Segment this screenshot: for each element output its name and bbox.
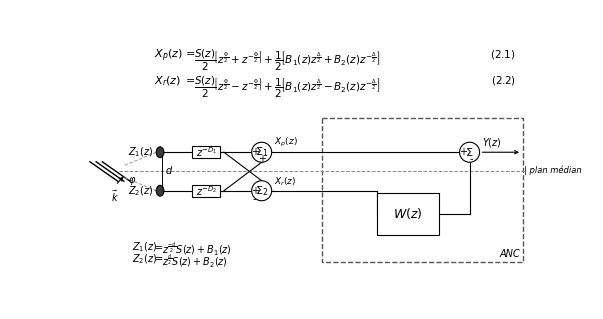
Text: +: + — [251, 186, 259, 196]
Text: $\Sigma$: $\Sigma$ — [466, 146, 474, 158]
Text: +: + — [251, 147, 259, 157]
Text: $(2.2)$: $(2.2)$ — [491, 74, 516, 87]
Text: +: + — [459, 147, 467, 157]
Text: $\dfrac{S(z)}{2}\!\left[z^{\frac{\Phi}{2}}-z^{-\frac{\Phi}{2}}\right]+\dfrac{1}{: $\dfrac{S(z)}{2}\!\left[z^{\frac{\Phi}{2… — [194, 74, 380, 100]
Text: $Z_1(z)$: $Z_1(z)$ — [128, 145, 154, 159]
Text: $\Sigma_2$: $\Sigma_2$ — [255, 184, 268, 198]
Ellipse shape — [156, 147, 164, 158]
Text: $Z_2(z)$: $Z_2(z)$ — [128, 184, 154, 197]
Bar — [377, 193, 439, 235]
Text: $\varphi$: $\varphi$ — [128, 175, 136, 187]
Text: +: + — [257, 154, 266, 164]
Text: $X_p(z)$: $X_p(z)$ — [154, 48, 183, 64]
Text: $X_r(z)$: $X_r(z)$ — [274, 175, 296, 188]
Text: $X_p(z)$: $X_p(z)$ — [274, 136, 298, 149]
Text: $(2.1)$: $(2.1)$ — [490, 48, 516, 61]
Text: $=$: $=$ — [153, 241, 164, 251]
Text: $Y(z)$: $Y(z)$ — [482, 136, 502, 149]
Text: $X_r(z)$: $X_r(z)$ — [154, 74, 181, 88]
Ellipse shape — [156, 185, 164, 196]
Circle shape — [251, 142, 272, 162]
Bar — [322, 118, 523, 262]
Text: $\vec{k}$: $\vec{k}$ — [112, 189, 119, 204]
Text: -: - — [253, 194, 256, 204]
Text: $z^{\frac{d}{2}}S(z)+B_2(z)$: $z^{\frac{d}{2}}S(z)+B_2(z)$ — [162, 252, 227, 270]
Text: $W(z)$: $W(z)$ — [393, 206, 423, 221]
Text: $z^{-D_2}$: $z^{-D_2}$ — [196, 184, 217, 198]
Text: $\dfrac{S(z)}{2}\!\left[z^{\frac{\Phi}{2}}+z^{-\frac{\Phi}{2}}\right]+\dfrac{1}{: $\dfrac{S(z)}{2}\!\left[z^{\frac{\Phi}{2… — [194, 48, 380, 73]
Circle shape — [459, 142, 479, 162]
Text: $=$: $=$ — [153, 252, 164, 262]
Text: $\Sigma_1$: $\Sigma_1$ — [255, 145, 268, 159]
Text: $Z_1(z)$: $Z_1(z)$ — [132, 241, 158, 254]
Bar — [192, 146, 220, 159]
Bar — [192, 185, 220, 197]
Text: $z^{-D_1}$: $z^{-D_1}$ — [195, 145, 217, 159]
Text: $d$: $d$ — [165, 164, 173, 176]
Text: $Z_2(z)$: $Z_2(z)$ — [132, 252, 158, 266]
Text: ANC: ANC — [500, 249, 520, 259]
Circle shape — [251, 181, 272, 201]
Text: $=$: $=$ — [183, 74, 195, 85]
Text: -: - — [469, 154, 473, 164]
Text: $z^{\frac{-d}{2}}S(z)+B_1(z)$: $z^{\frac{-d}{2}}S(z)+B_1(z)$ — [162, 241, 232, 258]
Text: | plan médian: | plan médian — [524, 165, 582, 175]
Text: $=$: $=$ — [183, 48, 195, 57]
